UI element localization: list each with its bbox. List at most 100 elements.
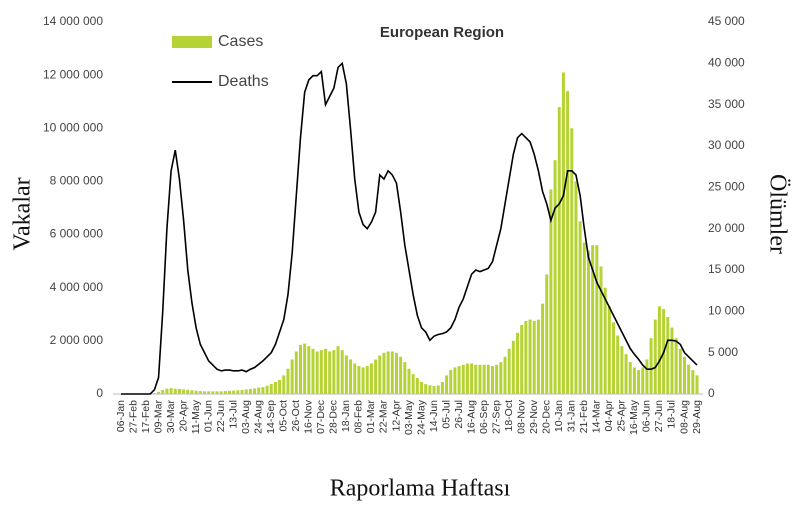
bar	[495, 364, 499, 394]
legend-swatch	[172, 36, 212, 48]
x-tick-label: 27-Feb	[127, 400, 139, 433]
x-tick-label: 22-Mar	[378, 400, 390, 434]
x-tick-label: 28-Dec	[328, 400, 340, 434]
bar	[461, 364, 465, 394]
bar	[378, 355, 382, 394]
bar	[374, 359, 378, 394]
bar	[695, 375, 699, 394]
bar	[632, 367, 636, 394]
y2-tick-label: 30 000	[708, 138, 745, 152]
x-tick-label: 08-Feb	[353, 400, 365, 433]
bar	[407, 368, 411, 394]
bar	[691, 370, 695, 394]
bar	[357, 366, 361, 394]
bar	[344, 355, 348, 394]
bar	[449, 370, 453, 394]
x-tick-label: 17-Feb	[140, 400, 152, 433]
y-tick-label: 12 000 000	[43, 67, 103, 81]
bar	[591, 245, 595, 394]
x-tick-label: 06-Jan	[115, 400, 127, 432]
bar	[190, 390, 194, 394]
bar	[157, 391, 161, 394]
x-tick-label: 12-Apr	[390, 399, 402, 431]
bar	[499, 362, 503, 394]
x-tick-label: 18-Oct	[503, 400, 515, 432]
x-tick-label: 04-Apr	[603, 399, 615, 431]
bar	[244, 389, 248, 394]
bar	[440, 382, 444, 394]
bar	[490, 366, 494, 394]
bar	[607, 306, 611, 394]
bar	[278, 379, 282, 394]
bar	[649, 338, 653, 394]
bar	[524, 320, 528, 394]
x-tick-label: 05-Oct	[278, 400, 290, 432]
y-tick-label: 14 000 000	[43, 14, 103, 28]
bar	[549, 189, 553, 394]
bar	[232, 390, 236, 394]
x-tick-label: 16-Aug	[465, 400, 477, 434]
bar	[307, 346, 311, 394]
bar	[399, 356, 403, 394]
bar	[470, 363, 474, 394]
bar	[223, 391, 227, 394]
x-tick-label: 06-Jun	[641, 400, 653, 432]
bar	[482, 364, 486, 394]
x-tick-label: 27-Sep	[490, 400, 502, 434]
bar	[202, 391, 206, 394]
bar	[228, 390, 232, 394]
bar	[516, 332, 520, 394]
bar	[207, 391, 211, 394]
bar	[198, 391, 202, 394]
bar	[520, 324, 524, 394]
y2-tick-label: 20 000	[708, 221, 745, 235]
bar	[603, 287, 607, 394]
x-tick-label: 18-Jan	[340, 400, 352, 432]
bar	[311, 348, 315, 394]
bar	[173, 388, 177, 394]
y2-tick-label: 5 000	[708, 345, 738, 359]
bar	[365, 366, 369, 394]
x-tick-label: 20-Dec	[541, 400, 553, 434]
x-tick-label: 26-Jul	[453, 400, 465, 429]
y-axis-title: Vakalar	[10, 177, 36, 250]
x-tick-label: 01-Jun	[202, 400, 214, 432]
x-tick-label: 26-Oct	[290, 400, 302, 432]
bar	[219, 391, 223, 394]
bar	[361, 367, 365, 394]
bar	[261, 387, 265, 394]
y2-tick-label: 40 000	[708, 56, 745, 70]
bar	[349, 359, 353, 394]
bar	[328, 351, 332, 394]
bar	[595, 245, 599, 394]
bar	[194, 390, 198, 394]
bar	[324, 348, 328, 394]
bar	[653, 319, 657, 394]
bar	[624, 354, 628, 394]
bar	[369, 363, 373, 394]
bar	[612, 322, 616, 394]
bar	[507, 348, 511, 394]
bar	[478, 364, 482, 394]
x-axis-title: Raporlama Haftası	[330, 476, 511, 502]
bar	[561, 72, 565, 394]
x-tick-label: 20-Apr	[177, 399, 189, 431]
bar	[670, 327, 674, 394]
y2-tick-label: 35 000	[708, 97, 745, 111]
x-tick-label: 31-Jan	[566, 400, 578, 432]
bar	[657, 306, 661, 394]
y-tick-label: 4 000 000	[50, 280, 104, 294]
x-tick-label: 01-Mar	[365, 400, 377, 434]
bar	[286, 368, 290, 394]
bar	[215, 391, 219, 394]
y-tick-label: 10 000 000	[43, 120, 103, 134]
x-tick-label: 30-Mar	[165, 400, 177, 434]
bar	[486, 364, 490, 394]
legend-label: Cases	[218, 33, 263, 50]
bar	[353, 363, 357, 394]
bar	[165, 388, 169, 394]
bar	[152, 393, 156, 394]
bar	[678, 348, 682, 394]
bar	[586, 250, 590, 394]
